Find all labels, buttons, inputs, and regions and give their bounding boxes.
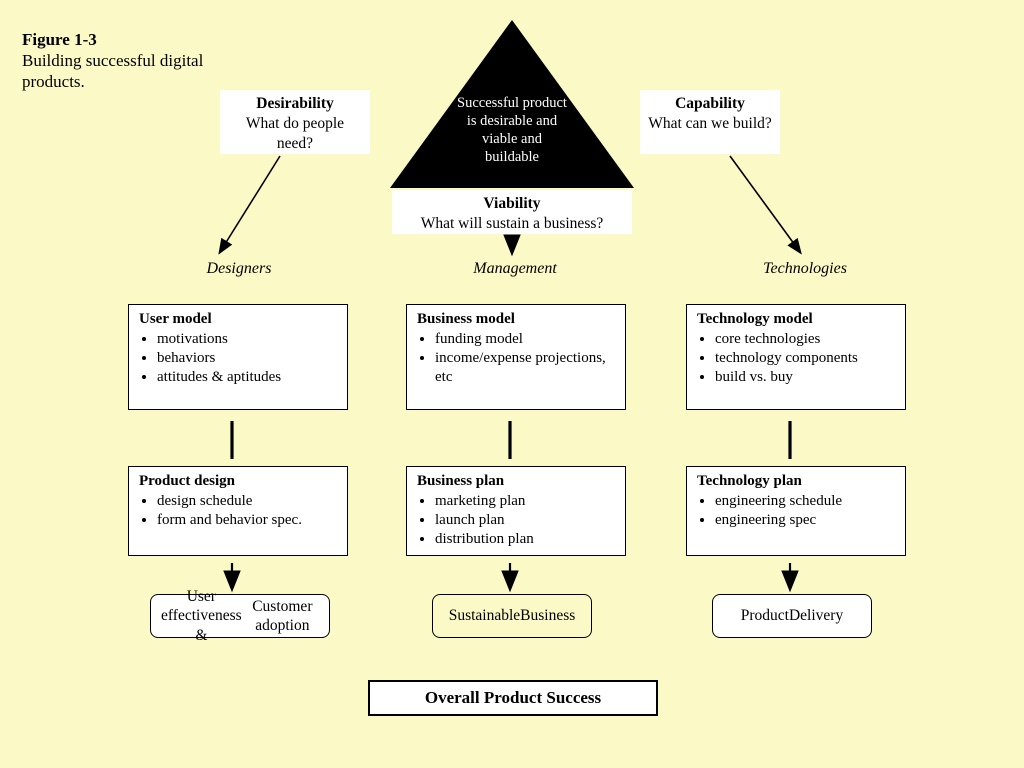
business-model-box: Business modelfunding modelincome/expens… [406,304,626,410]
capability-sub: What can we build? [646,114,774,134]
business-outcome: SustainableBusiness [432,594,592,638]
desirability-sub: What do people need? [226,114,364,154]
capability-title: Capability [646,94,774,114]
capability-label: Capability What can we build? [640,90,780,154]
design-outcome: User effectiveness &Customer adoption [150,594,330,638]
role-management: Management [450,260,580,278]
product-design-box: Product designdesign scheduleform and be… [128,466,348,556]
desirability-label: Desirability What do people need? [220,90,370,154]
technology-model-box: Technology modelcore technologiestechnol… [686,304,906,410]
desirability-title: Desirability [226,94,364,114]
tech-outcome: ProductDelivery [712,594,872,638]
overall-success-box: Overall Product Success [368,680,658,716]
figure-caption: Figure 1-3 Building successful digital p… [22,30,212,93]
triangle-text: Successful productis desirable andviable… [437,94,587,167]
figure-text: Building successful digital products. [22,50,212,93]
role-technologies: Technologies [740,260,870,278]
figure-number: Figure 1-3 [22,30,212,50]
viability-title: Viability [398,194,626,214]
viability-sub: What will sustain a business? [398,214,626,234]
viability-label: Viability What will sustain a business? [392,190,632,234]
role-designers: Designers [174,260,304,278]
business-plan-box: Business planmarketing planlaunch plandi… [406,466,626,556]
user-model-box: User modelmotivationsbehaviorsattitudes … [128,304,348,410]
technology-plan-box: Technology planengineering scheduleengin… [686,466,906,556]
